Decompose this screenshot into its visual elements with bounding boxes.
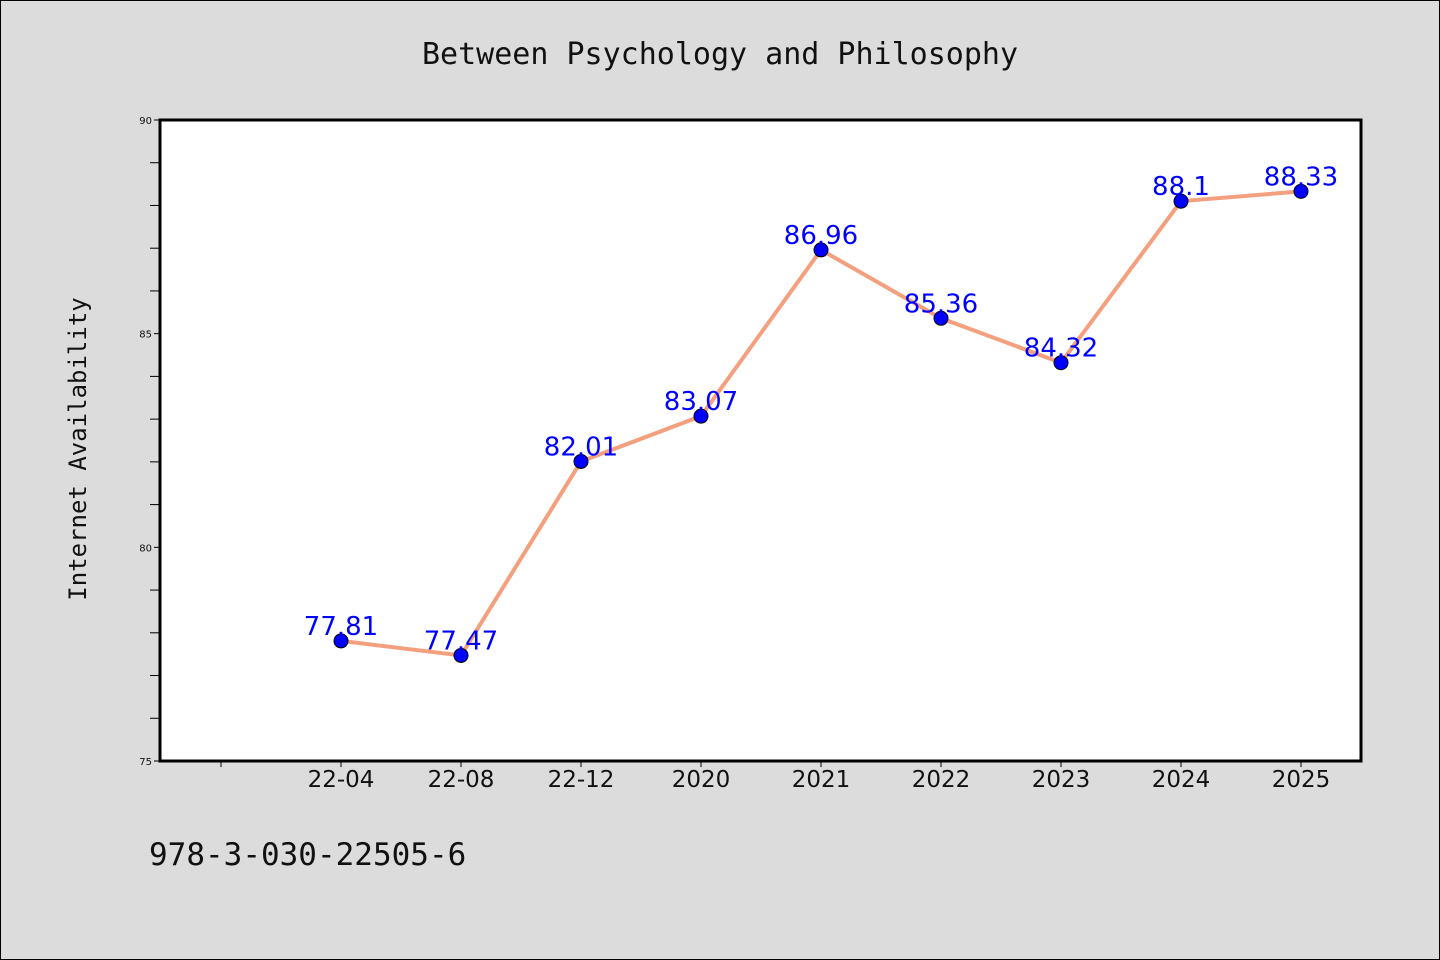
data-point <box>813 242 829 258</box>
plot-area <box>158 118 1363 763</box>
x-axis: 22-04 22-08 22-12 2020 2021 2022 2023 2024 2025 <box>220 761 1331 793</box>
data-point <box>573 453 589 469</box>
x-tick-label: 22-08 <box>428 767 495 793</box>
x-tick-label: 2024 <box>1152 767 1211 793</box>
data-label: 82.01 <box>544 432 618 462</box>
series-group: 77.81 77.47 82.01 83.07 86.96 85.36 84.32 88.1 8… <box>304 162 1338 663</box>
data-label: 77.47 <box>424 626 498 656</box>
data-point <box>1053 355 1069 371</box>
data-point <box>453 647 469 663</box>
data-label: 83.07 <box>664 387 738 417</box>
data-point <box>333 633 349 649</box>
data-label: 88.33 <box>1264 162 1338 192</box>
x-tick-label: 22-04 <box>308 767 375 793</box>
y-tick-label: 80 <box>139 543 152 554</box>
data-label: 84.32 <box>1024 334 1098 364</box>
data-point <box>693 408 709 424</box>
chart-title: Between Psychology and Philosophy <box>422 37 1018 72</box>
data-label: 85.36 <box>904 289 978 319</box>
data-point <box>933 310 949 326</box>
y-axis-label: Internet Availability <box>64 297 92 600</box>
data-label: 88.1 <box>1152 172 1210 202</box>
data-label: 77.81 <box>304 612 378 642</box>
x-tick-label: 2023 <box>1032 767 1091 793</box>
y-tick-label: 85 <box>139 330 152 341</box>
x-tick-label: 2025 <box>1272 767 1331 793</box>
isbn-text: 978-3-030-22505-6 <box>149 837 466 873</box>
x-tick-label: 2021 <box>792 767 851 793</box>
y-tick-label: 75 <box>139 757 152 768</box>
x-tick-label: 2022 <box>912 767 971 793</box>
x-tick-label: 2020 <box>672 767 731 793</box>
y-axis: 75 80 85 90 <box>139 116 160 768</box>
y-tick-label: 90 <box>139 116 152 127</box>
data-label: 86.96 <box>784 221 858 251</box>
x-tick-label: 22-12 <box>548 767 615 793</box>
data-point <box>1173 193 1189 209</box>
data-point <box>1293 183 1309 199</box>
